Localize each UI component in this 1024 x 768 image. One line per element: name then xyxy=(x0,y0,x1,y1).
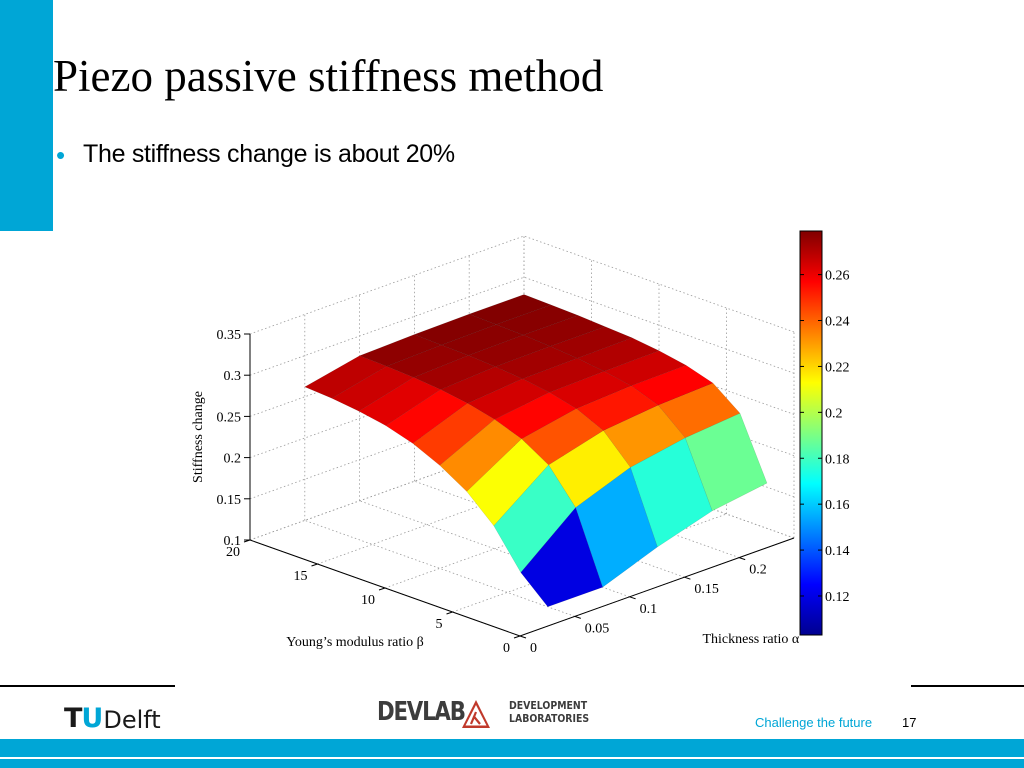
surface-patch xyxy=(439,419,522,492)
colorbar-tick-label: 0.18 xyxy=(825,452,850,467)
surface-patch xyxy=(522,358,605,393)
z-axis-label: Stiffness change xyxy=(191,391,206,483)
colorbar-tick-label: 0.14 xyxy=(825,544,850,559)
chart-axes xyxy=(243,333,795,639)
bullet-item: • The stiffness change is about 20% xyxy=(56,140,455,169)
y-tick-label: 5 xyxy=(436,617,443,632)
x-tick xyxy=(519,635,527,639)
x-tick-label: 0.2 xyxy=(749,563,767,578)
colorbar-tick-label: 0.12 xyxy=(825,590,850,605)
x-tick-label: 0.15 xyxy=(694,582,719,597)
z-tick-label: 0.3 xyxy=(224,369,242,384)
devlab-wordmark: DEVLAB xyxy=(377,697,466,727)
z-tick-label: 0.35 xyxy=(217,328,242,343)
slide-title: Piezo passive stiffness method xyxy=(53,51,604,101)
y-tick-label: 10 xyxy=(361,593,375,608)
y-tick-label: 20 xyxy=(226,545,240,560)
tagline: Challenge the future xyxy=(755,715,873,730)
footer-rule-right xyxy=(911,685,1024,687)
x-axis-line xyxy=(519,537,795,637)
y-tick xyxy=(446,611,453,615)
x-axis-label: Thickness ratio α xyxy=(702,632,799,647)
bullet-text: The stiffness change is about 20% xyxy=(83,140,455,168)
chart-surface xyxy=(304,294,768,607)
y-tick xyxy=(311,563,318,567)
chart-labels: 00.050.10.150.2051015200.10.150.20.250.3… xyxy=(191,328,800,656)
tu-delft-logo: TU Delft xyxy=(64,692,161,734)
grid-line xyxy=(249,400,525,500)
devlab-logo: DEVLAB DEVELOPMENT LABORATORIES xyxy=(377,697,603,728)
colorbar-gradient xyxy=(799,230,823,636)
surface-chart: 00.050.10.150.2051015200.10.150.20.250.3… xyxy=(191,230,850,656)
colorbar: 0.12 0.14 0.16 0.18 0.2 0.22 0.24 0.26 xyxy=(799,230,850,636)
page-number: 17 xyxy=(902,715,917,730)
x-tick xyxy=(629,596,636,600)
grid-line xyxy=(317,465,592,565)
x-tick-label: 0.05 xyxy=(585,621,610,636)
colorbar-tick-label: 0.26 xyxy=(825,269,850,284)
y-tick-label: 15 xyxy=(294,569,308,584)
grid-line xyxy=(249,235,525,335)
y-tick xyxy=(513,635,521,639)
x-tick xyxy=(739,557,746,561)
bullet-icon: • xyxy=(56,139,66,170)
z-tick-label: 0.1 xyxy=(224,534,242,549)
z-tick-label: 0.15 xyxy=(217,493,242,508)
x-tick xyxy=(684,576,691,580)
grid-line xyxy=(249,276,525,376)
colorbar-tick-label: 0.2 xyxy=(825,406,843,421)
x-tick-label: 0.1 xyxy=(640,602,658,617)
colorbar-tick-label: 0.24 xyxy=(825,315,850,330)
surface-patch xyxy=(358,377,441,426)
accent-sidebar xyxy=(0,0,53,231)
z-tick-label: 0.2 xyxy=(224,452,242,467)
y-tick-label: 0 xyxy=(503,641,510,656)
colorbar-tick-label: 0.22 xyxy=(825,360,850,375)
y-axis-label: Young’s modulus ratio β xyxy=(286,635,424,650)
z-tick-label: 0.25 xyxy=(217,410,242,425)
tu-delft-wordmark: Delft xyxy=(103,706,161,734)
footer-stripe xyxy=(0,757,1024,759)
y-tick xyxy=(378,587,386,591)
tu-delft-flame-mark: TU xyxy=(64,703,103,734)
devlab-subtitle: DEVELOPMENT LABORATORIES xyxy=(509,699,590,725)
surface-patch xyxy=(520,507,603,607)
surface-patch xyxy=(630,437,713,548)
x-tick xyxy=(574,615,581,619)
grid-line xyxy=(249,441,525,541)
surface-patch xyxy=(304,355,387,399)
devlab-lambda-icon xyxy=(462,700,490,728)
x-tick-label: 0 xyxy=(530,641,537,656)
colorbar-tick-label: 0.16 xyxy=(825,498,850,513)
footer-rule-left xyxy=(0,685,175,687)
footer-band xyxy=(0,739,1024,768)
